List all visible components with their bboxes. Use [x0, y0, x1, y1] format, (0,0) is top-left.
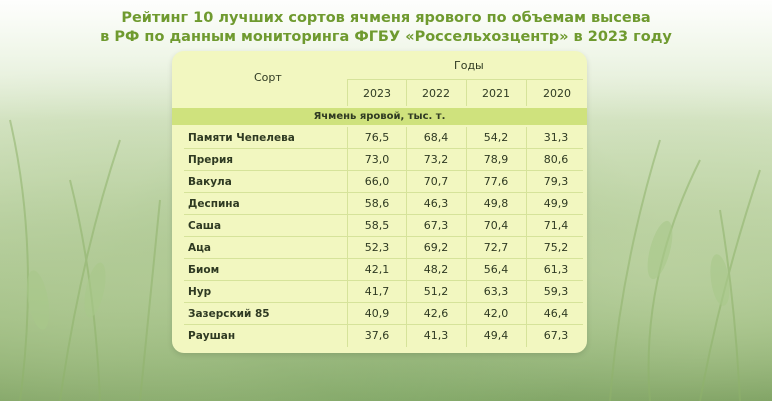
value-2021: 78,9 [483, 153, 509, 166]
variety-name: Вакула [188, 176, 232, 188]
value-2022: 69,2 [423, 241, 449, 254]
col-divider [406, 79, 407, 106]
value-2023: 73,0 [364, 153, 390, 166]
value-2022: 51,2 [423, 285, 449, 298]
value-2023: 76,5 [364, 131, 390, 144]
row-divider [184, 236, 583, 237]
variety-name: Аца [188, 242, 211, 254]
table-row: Саша 58,5 67,3 70,4 71,4 [172, 215, 587, 237]
col-divider [466, 79, 467, 106]
table-row: Прерия 73,0 73,2 78,9 80,6 [172, 149, 587, 171]
value-2021: 72,7 [483, 241, 509, 254]
year-header-2021: 2021 [482, 87, 510, 100]
value-2022: 70,7 [423, 175, 449, 188]
row-divider [184, 192, 583, 193]
title-line-1: Рейтинг 10 лучших сортов ячменя ярового … [121, 10, 651, 26]
table-row: Деспина 58,6 46,3 49,8 49,9 [172, 193, 587, 215]
value-2023: 41,7 [364, 285, 390, 298]
value-2023: 40,9 [364, 307, 390, 320]
value-2021: 70,4 [483, 219, 509, 232]
variety-name: Деспина [188, 198, 240, 210]
page-title: Рейтинг 10 лучших сортов ячменя ярового … [0, 9, 772, 47]
row-divider [184, 302, 583, 303]
table-row: Вакула 66,0 70,7 77,6 79,3 [172, 171, 587, 193]
variety-name: Раушан [188, 330, 236, 342]
value-2022: 73,2 [423, 153, 449, 166]
variety-name: Нур [188, 286, 212, 298]
row-divider [184, 324, 583, 325]
value-2020: 46,4 [543, 307, 569, 320]
value-2022: 68,4 [423, 131, 449, 144]
col-divider [406, 127, 407, 347]
value-2021: 49,8 [483, 197, 509, 210]
value-2021: 63,3 [483, 285, 509, 298]
row-divider [184, 214, 583, 215]
table-row: Биом 42,1 48,2 56,4 61,3 [172, 259, 587, 281]
value-2022: 41,3 [423, 329, 449, 342]
value-2023: 42,1 [364, 263, 390, 276]
rating-table: Сорт Годы 2023 2022 2021 2020 Ячмень яро… [172, 51, 587, 353]
year-header-2020: 2020 [543, 87, 571, 100]
col-divider [526, 79, 527, 106]
variety-name: Памяти Чепелева [188, 132, 295, 144]
value-2021: 77,6 [483, 175, 509, 188]
row-divider [184, 280, 583, 281]
column-header-sort: Сорт [254, 71, 282, 84]
value-2022: 48,2 [423, 263, 449, 276]
row-divider [184, 258, 583, 259]
value-2022: 46,3 [423, 197, 449, 210]
value-2020: 59,3 [543, 285, 569, 298]
table-row: Аца 52,3 69,2 72,7 75,2 [172, 237, 587, 259]
column-header-years: Годы [454, 59, 484, 72]
variety-name: Саша [188, 220, 222, 232]
col-divider [466, 127, 467, 347]
value-2022: 42,6 [423, 307, 449, 320]
variety-name: Биом [188, 264, 220, 276]
variety-name: Прерия [188, 154, 234, 166]
value-2020: 67,3 [543, 329, 569, 342]
value-2022: 67,3 [423, 219, 449, 232]
col-divider [347, 127, 348, 347]
value-2023: 37,6 [364, 329, 390, 342]
table-row: Раушан 37,6 41,3 49,4 67,3 [172, 325, 587, 347]
value-2020: 49,9 [543, 197, 569, 210]
col-divider [347, 79, 348, 106]
value-2020: 80,6 [543, 153, 569, 166]
col-divider [526, 127, 527, 347]
row-divider [184, 170, 583, 171]
year-header-2022: 2022 [422, 87, 450, 100]
value-2023: 66,0 [364, 175, 390, 188]
value-2020: 31,3 [543, 131, 569, 144]
value-2020: 61,3 [543, 263, 569, 276]
value-2021: 56,4 [483, 263, 509, 276]
title-line-2: в РФ по данным мониторинга ФГБУ «Россель… [100, 29, 672, 45]
value-2021: 42,0 [483, 307, 509, 320]
table-row: Зазерский 85 40,9 42,6 42,0 46,4 [172, 303, 587, 325]
value-2023: 58,6 [364, 197, 390, 210]
year-header-2023: 2023 [363, 87, 391, 100]
value-2021: 54,2 [483, 131, 509, 144]
value-2020: 75,2 [543, 241, 569, 254]
value-2023: 58,5 [364, 219, 390, 232]
variety-name: Зазерский 85 [188, 308, 270, 320]
header-divider [347, 79, 583, 80]
value-2020: 71,4 [543, 219, 569, 232]
table-row: Нур 41,7 51,2 63,3 59,3 [172, 281, 587, 303]
row-divider [184, 148, 583, 149]
section-header: Ячмень яровой, тыс. т. [172, 108, 587, 125]
value-2023: 52,3 [364, 241, 390, 254]
table-row: Памяти Чепелева 76,5 68,4 54,2 31,3 [172, 127, 587, 149]
value-2020: 79,3 [543, 175, 569, 188]
value-2021: 49,4 [483, 329, 509, 342]
